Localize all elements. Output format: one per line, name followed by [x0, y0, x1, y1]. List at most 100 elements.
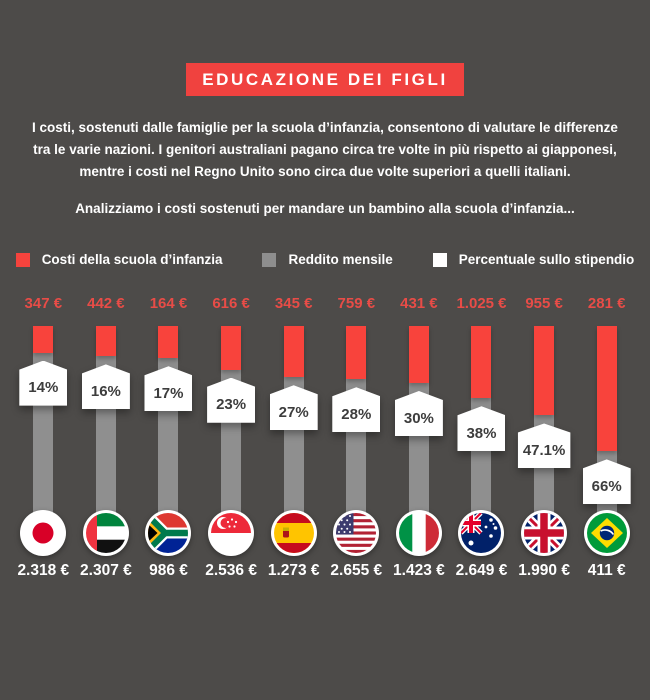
cost-comparison-chart: 347 € 14% 2.318 € 442 € 16% 2.307 € 164 … — [0, 295, 650, 580]
intro-lead-line: Analizziamo i costi sostenuti per mandar… — [75, 201, 575, 216]
bar-area: 38% — [450, 326, 513, 556]
cost-bar-segment — [346, 326, 367, 380]
flag-uk-icon — [521, 510, 568, 556]
flag-australia-icon — [458, 510, 505, 556]
percent-label: 28% — [341, 405, 372, 423]
page-title-banner: EDUCAZIONE DEI FIGLI — [186, 63, 464, 96]
cost-bar-segment — [95, 326, 116, 357]
legend-label-percent: Percentuale sullo stipendio — [458, 252, 635, 267]
legend-label-costs: Costi della scuola d’infanzia — [41, 252, 223, 267]
bar-area: 27% — [262, 326, 325, 556]
percent-label: 16% — [90, 382, 121, 400]
legend-label-income: Reddito mensile — [288, 252, 393, 267]
monthly-income-value: 986 € — [149, 562, 188, 579]
monthly-income-value: 411 € — [587, 562, 626, 579]
country-column-uae: 442 € 16% 2.307 € — [75, 295, 138, 580]
country-column-singapore: 616 € 23% 2.536 € — [200, 295, 263, 580]
bar-area: 16% — [75, 326, 138, 556]
flag-south-africa-icon — [145, 510, 192, 556]
cost-bar-segment — [596, 326, 617, 452]
flag-italy-icon — [395, 510, 442, 556]
percent-label: 23% — [216, 396, 247, 414]
cost-bar-segment — [534, 326, 555, 416]
flag-singapore-icon — [208, 510, 255, 556]
percent-tag: 17% — [144, 366, 193, 412]
percent-label: 27% — [278, 403, 309, 421]
country-column-south-africa: 164 € 17% 986 € — [137, 295, 200, 580]
income-bar — [33, 326, 54, 533]
cost-bar-segment — [33, 326, 54, 353]
monthly-income-value: 2.655 € — [330, 562, 383, 579]
monthly-income-value: 2.307 € — [80, 562, 132, 579]
monthly-income-value: 2.649 € — [455, 562, 508, 579]
kindergarten-cost-value: 345 € — [274, 295, 313, 312]
kindergarten-cost-value: 955 € — [525, 295, 563, 312]
bar-area: 66% — [575, 326, 638, 556]
flag-spain-icon — [270, 510, 317, 556]
country-column-spain: 345 € 27% 1.273 € — [262, 295, 325, 580]
kindergarten-cost-value: 1.025 € — [456, 295, 507, 312]
kindergarten-cost-value: 347 € — [24, 295, 63, 312]
flag-japan-icon — [20, 510, 67, 556]
percent-tag: 47.1% — [517, 423, 571, 469]
bar-area: 30% — [388, 326, 451, 556]
intro-paragraph: I costi, sostenuti dalle famiglie per la… — [32, 120, 618, 179]
percent-tag: 38% — [457, 406, 506, 452]
percent-label: 38% — [466, 424, 497, 442]
gray-swatch-icon — [262, 252, 277, 267]
legend-item-costs: Costi della scuola d’infanzia — [15, 252, 223, 267]
monthly-income-value: 2.318 € — [17, 562, 70, 579]
percent-tag: 23% — [207, 377, 256, 423]
monthly-income-value: 1.423 € — [393, 562, 445, 579]
cost-bar-segment — [221, 326, 242, 370]
page-title: EDUCAZIONE DEI FIGLI — [202, 69, 448, 89]
intro-section: I costi, sostenuti dalle famiglie per la… — [0, 117, 650, 216]
cost-bar-segment — [158, 326, 179, 359]
bar-area: 17% — [137, 326, 200, 556]
percent-tag: 28% — [332, 387, 381, 433]
kindergarten-cost-value: 759 € — [337, 295, 376, 312]
country-column-uk: 955 € 47.1% 1.990 € — [513, 295, 576, 580]
bar-area: 23% — [200, 326, 263, 556]
country-column-australia: 1.025 € 38% 2.649 € — [450, 295, 513, 580]
percent-label: 14% — [28, 379, 59, 397]
percent-label: 66% — [591, 477, 622, 495]
flag-usa-icon — [333, 510, 380, 556]
monthly-income-value: 1.990 € — [518, 562, 570, 579]
kindergarten-cost-value: 281 € — [587, 295, 626, 312]
cost-bar-segment — [283, 326, 304, 378]
legend-item-income: Reddito mensile — [262, 252, 393, 267]
cost-bar-segment — [408, 326, 429, 383]
country-column-brazil: 281 € 66% 411 € — [575, 295, 638, 580]
white-swatch-icon — [432, 252, 447, 267]
kindergarten-cost-value: 431 € — [400, 295, 438, 312]
monthly-income-value: 1.273 € — [267, 562, 320, 579]
percent-label: 17% — [153, 384, 184, 402]
country-column-usa: 759 € 28% — [325, 295, 388, 580]
cost-bar-segment — [471, 326, 492, 399]
income-bar — [158, 326, 179, 533]
bar-area: 28% — [325, 326, 388, 556]
percent-tag: 27% — [269, 385, 318, 431]
monthly-income-value: 2.536 € — [205, 562, 257, 579]
kindergarten-cost-value: 164 € — [149, 295, 188, 312]
legend: Costi della scuola d’infanzia Reddito me… — [0, 252, 650, 267]
country-column-italy: 431 € 30% 1.423 € — [388, 295, 451, 580]
percent-tag: 30% — [394, 391, 443, 436]
income-bar — [95, 326, 116, 533]
kindergarten-cost-value: 442 € — [87, 295, 125, 312]
bar-area: 47.1% — [513, 326, 576, 556]
percent-label: 47.1% — [522, 441, 566, 459]
bar-area: 14% — [12, 326, 75, 556]
legend-item-percent: Percentuale sullo stipendio — [432, 252, 635, 267]
percent-label: 30% — [403, 409, 434, 427]
kindergarten-cost-value: 616 € — [212, 295, 250, 312]
flag-brazil-icon — [583, 510, 630, 556]
percent-tag: 16% — [81, 364, 130, 410]
flag-uae-icon — [82, 510, 129, 556]
income-bar — [221, 326, 242, 533]
percent-tag: 14% — [19, 360, 68, 406]
red-swatch-icon — [15, 252, 30, 267]
country-column-japan: 347 € 14% 2.318 € — [12, 295, 75, 580]
percent-tag: 66% — [582, 459, 631, 505]
